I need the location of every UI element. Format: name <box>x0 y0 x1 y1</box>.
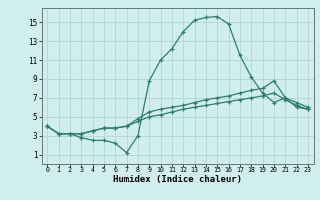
X-axis label: Humidex (Indice chaleur): Humidex (Indice chaleur) <box>113 175 242 184</box>
